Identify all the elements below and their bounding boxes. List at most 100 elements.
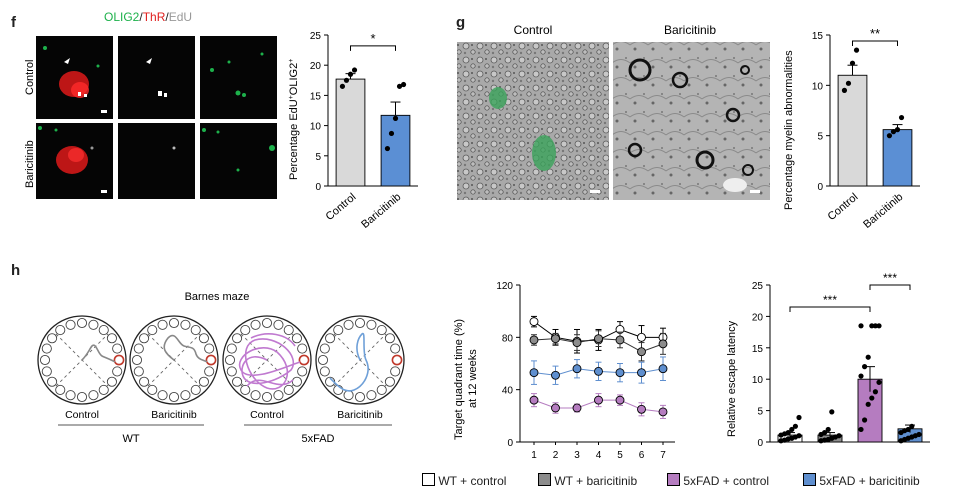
data-point [836,433,842,439]
maze-hole [261,317,273,329]
maze-hole [273,319,284,330]
data-point [862,417,868,423]
maze-hole [98,384,109,395]
y-tick-label: 10 [752,375,764,386]
maze-hole [76,391,88,403]
x-tick-label: Baricitinib [861,191,905,231]
series-point-2 [529,395,539,405]
data-point [890,129,897,135]
x-tick-label: 3 [574,450,580,461]
line-ylabel-1: Target quadrant time (%) [453,319,465,440]
data-point [853,47,860,53]
legend-item-5xfad-control: 5xFAD + control [667,473,769,488]
y-tick-label: 15 [812,31,824,42]
legend-swatch-2 [667,473,680,486]
maze-hole [88,319,99,330]
x-tick-label: Baricitinib [359,191,403,231]
bar [380,114,411,187]
x-tick-label: 7 [660,450,666,461]
maze-label-wt-control: Control [65,409,99,421]
significance-label: ** [870,26,880,41]
maze-hole [41,343,52,354]
group-label-wt: WT [122,433,139,445]
data-point [339,83,346,89]
maze-hole [376,325,387,336]
maze-hole [297,343,308,354]
maze-hole [65,390,76,401]
micro-tile-r1c2 [118,36,195,119]
maze-hole [180,319,191,330]
data-point [785,429,791,436]
maze-hole [139,376,150,387]
chart-line: 0 40 80 120 1 2 3 4 5 6 7 [496,281,675,461]
maze-hole [168,391,180,403]
data-point [858,373,864,379]
maze-hole [366,390,377,401]
data-point [916,431,922,438]
maze-hole [250,390,261,401]
data-point [396,83,403,89]
legend-swatch-0 [422,473,435,486]
series-point-1 [658,339,668,349]
maze-hole [317,354,329,366]
significance-bracket [869,284,911,290]
maze-track [163,334,208,363]
maze-hole [354,391,366,403]
y-tick-label: 25 [310,31,322,42]
series-point-1 [529,335,539,345]
x-tick-label: 1 [531,450,537,461]
maze-hole [198,376,209,387]
maze-hole [204,366,215,377]
thr-label: ThR [142,10,166,24]
series-point-3 [572,364,582,374]
maze-hole [354,317,366,329]
maze-hole [297,366,308,377]
x-tick-label: 5 [617,450,623,461]
data-point [347,71,354,77]
panel-letter-f: f [11,14,16,31]
y-tick-label: 40 [502,386,514,397]
maze-hole [133,343,144,354]
maze-hole [147,384,158,395]
maze-hole [366,319,377,330]
y-tick-label: 20 [752,312,764,323]
maze-hole [226,366,237,377]
y-tick-label: 80 [502,333,514,344]
data-point [886,133,893,139]
legend-label-3: 5xFAD + baricitinib [819,474,920,488]
bar [335,78,366,187]
y-tick-label: 10 [812,81,824,92]
maze-1 [129,315,219,405]
maze-hole [204,343,215,354]
x-tick-label: Control [324,191,359,223]
maze-hole [390,343,401,354]
maze-hole [47,333,58,344]
maze-hole [106,376,117,387]
series-point-0 [637,332,646,342]
maze-hole [55,384,66,395]
maze-hole [47,376,58,387]
data-point [858,426,864,433]
y-tick-label: 5 [817,132,823,143]
maze-hole [112,366,123,377]
maze-hole [333,325,344,336]
chart-g: 0 5 10 15 Control Baricitinib ** [812,26,920,231]
olig2-label: OLIG2 [104,10,140,24]
maze-hole [39,354,51,366]
maze-hole [190,325,201,336]
line-ylabel-2: at 12 weeks [467,349,479,408]
y-tick-label: 20 [310,61,322,72]
y-tick-label: 120 [496,281,513,292]
legend-item-wt-control: WT + control [422,473,506,488]
x-tick-label: 6 [639,450,645,461]
maze-label-5xfad-baricitinib: Baricitinib [337,409,383,421]
maze-hole [319,343,330,354]
row-label-control: Control [24,60,36,95]
em-image-baricitinib [613,42,770,200]
data-point [869,323,875,329]
maze-hole [325,333,336,344]
series-point-3 [529,368,539,378]
maze-hole [283,325,294,336]
legend-item-5xfad-baricitinib: 5xFAD + baricitinib [803,473,920,488]
